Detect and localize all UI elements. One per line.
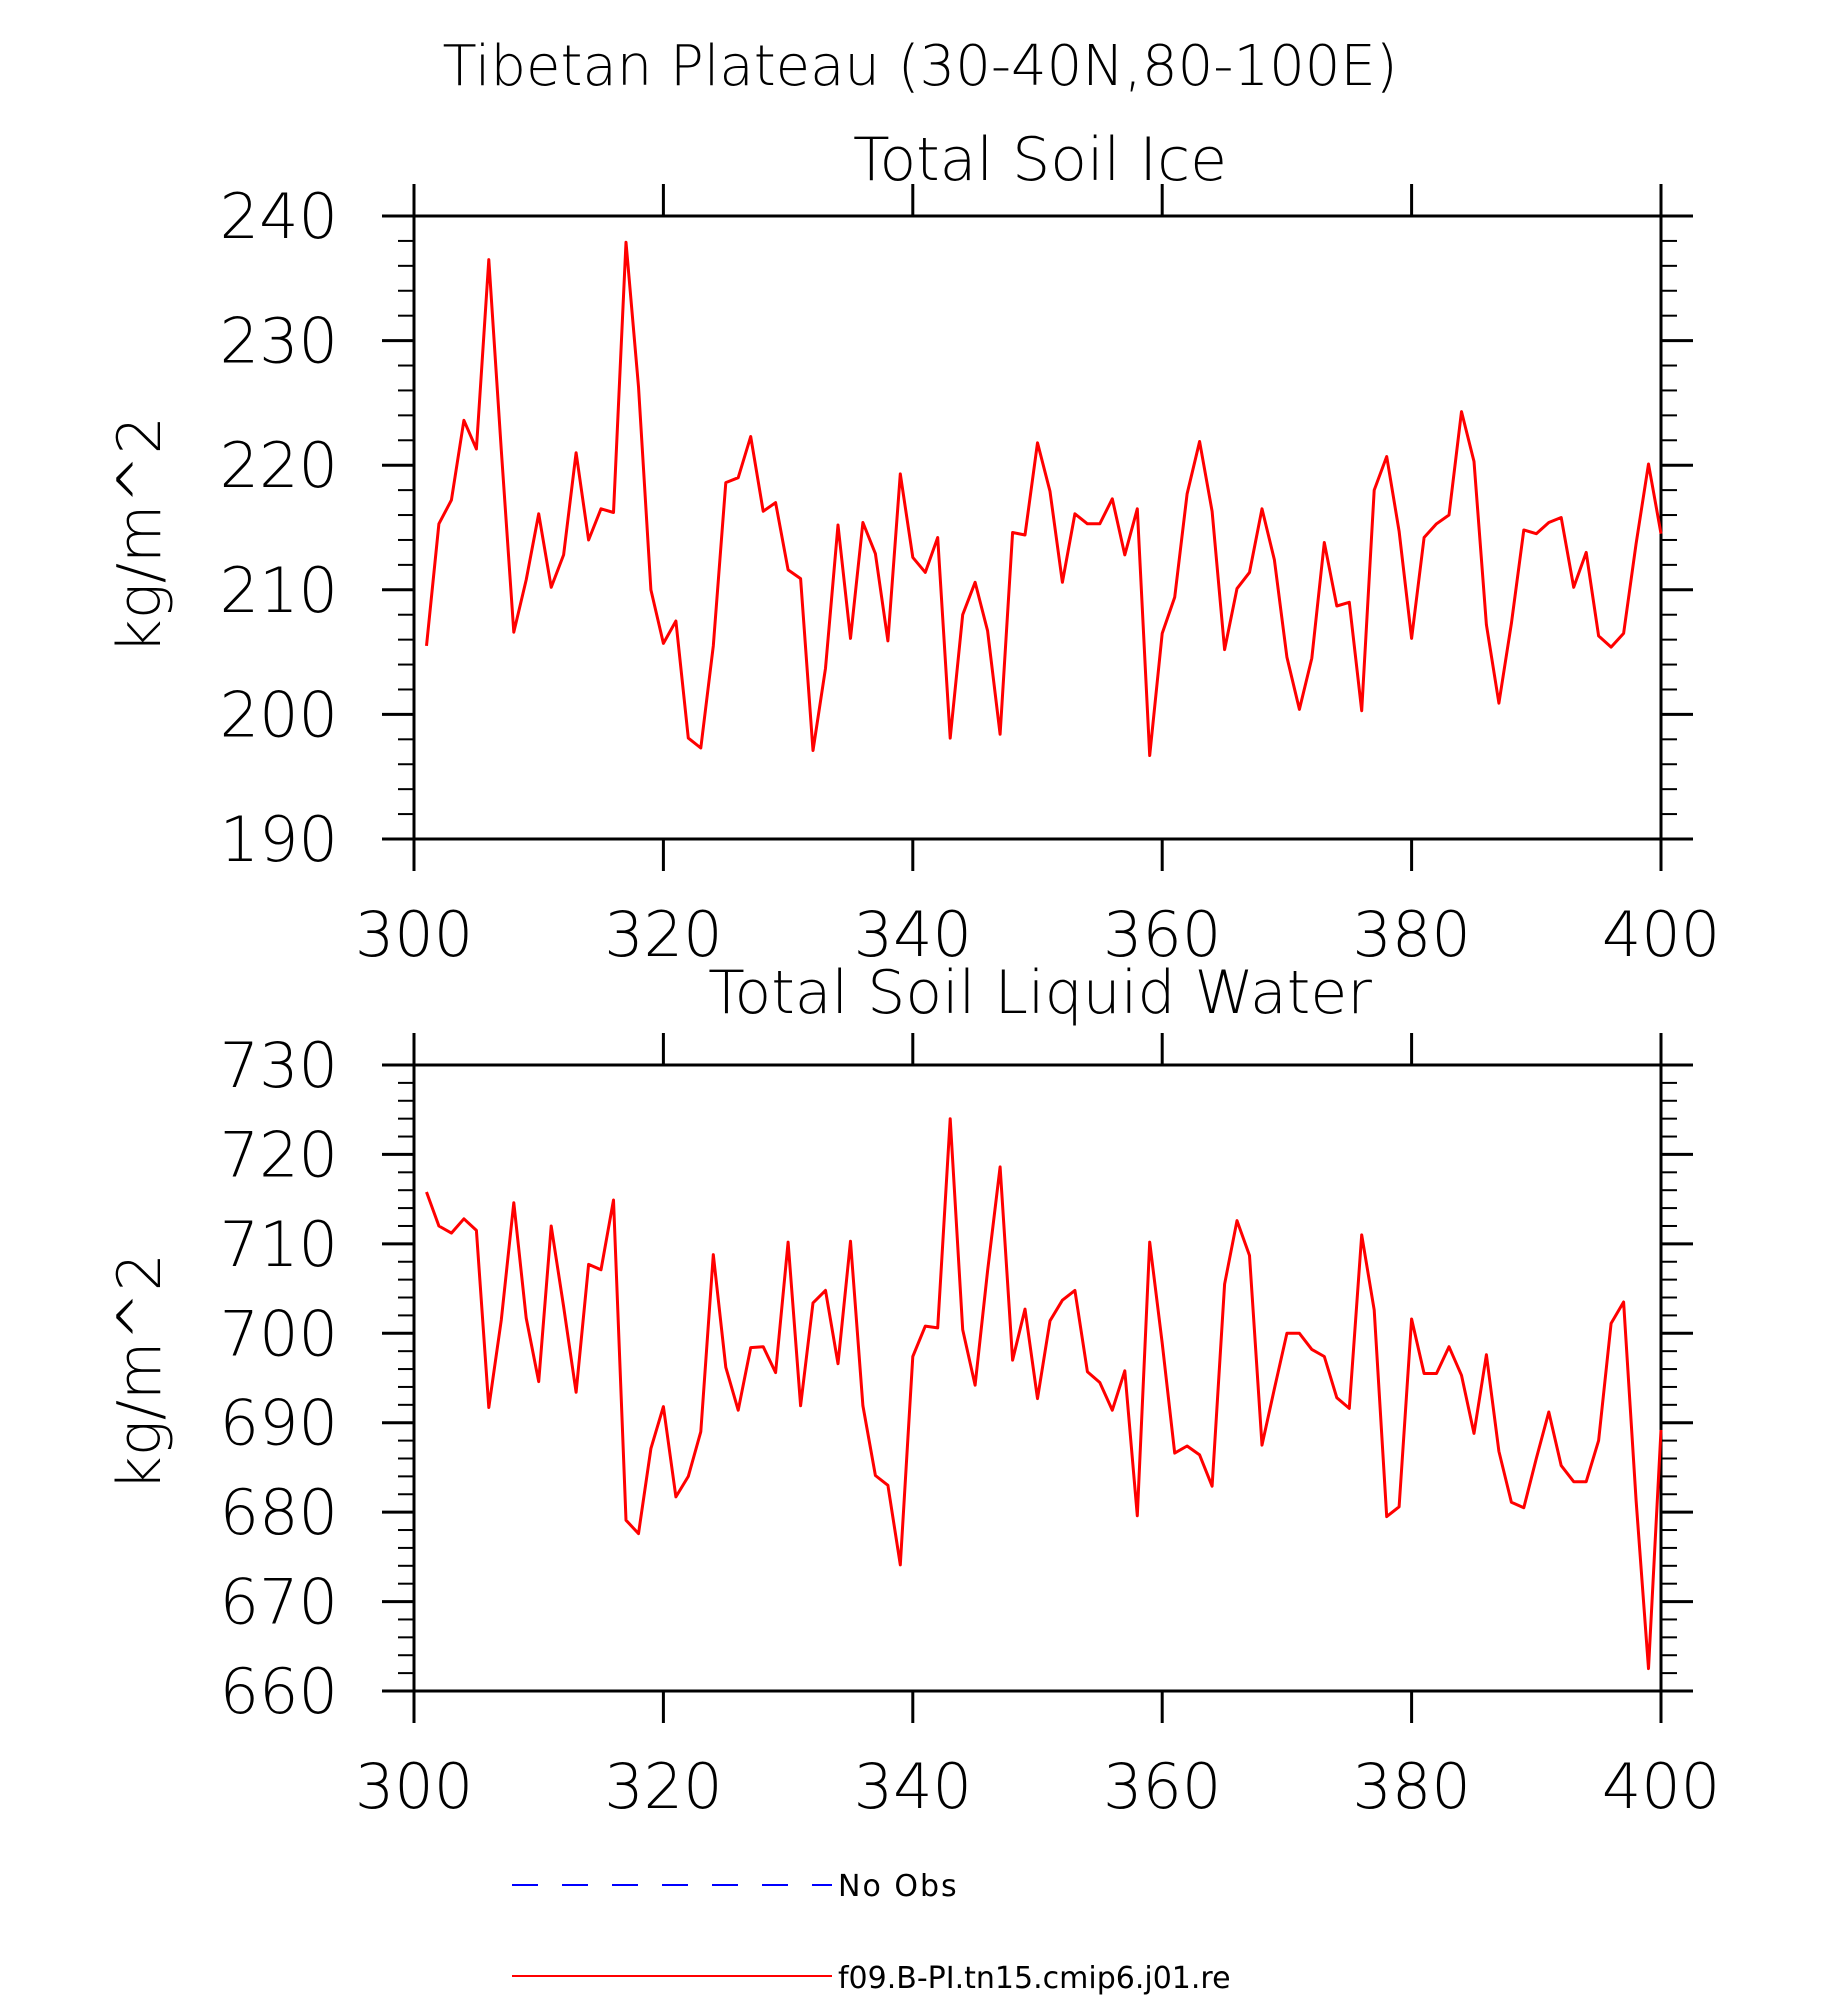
soil-liquid-water-series [425,1117,1663,1671]
soil-liquid-water-axes [412,1063,1663,1693]
y-axis-label-soil-ice: kg/m^2 [105,416,175,654]
soil-ice-panel: Total Soil Ice kg/m^2 300 320 340 360 380 400… [105,125,1720,971]
y-tick-label: 680 [220,1476,338,1549]
y-tick-label: 660 [220,1655,338,1728]
x-tick-label: 380 [1352,898,1470,971]
legend-label-no-obs: No Obs [838,1869,959,1904]
legend: No Obs f09.B-PI.tn15.cmip6.j01.re [512,1869,1231,1995]
soil-ice-series-line [425,240,1663,757]
soil-liquid-water-ticks [382,1033,1693,1723]
y-tick-label: 710 [220,1208,338,1281]
y-tick-label: 240 [220,180,338,253]
y-axis-label-soil-liquid-water: kg/m^2 [105,1253,175,1491]
y-tick-label: 670 [220,1566,338,1639]
panel-title-soil-ice: Total Soil Ice [853,125,1227,195]
x-tick-label: 340 [854,898,972,971]
x-tick-label: 360 [1103,1750,1221,1823]
figure-title: Tibetan Plateau (30-40N,80-100E) [442,34,1397,99]
x-tick-label: 360 [1103,898,1221,971]
y-tick-label: 220 [220,429,338,502]
x-tick-label: 400 [1602,898,1720,971]
soil-liquid-water-series-line [425,1117,1663,1671]
panel-title-soil-liquid-water: Total Soil Liquid Water [708,958,1372,1028]
y-tick-label: 210 [220,554,338,627]
y-tick-label: 730 [220,1029,338,1102]
soil-liquid-water-panel: Total Soil Liquid Water kg/m^2 300 320 340… [105,958,1720,1823]
x-tick-label: 320 [604,898,722,971]
y-tick-label: 230 [220,305,338,378]
x-tick-label: 340 [854,1750,972,1823]
soil-ice-tick-labels: 300 320 340 360 380 400 190 200 210 220 230 240 [220,180,1721,971]
x-tick-label: 300 [355,898,473,971]
legend-label-model-run: f09.B-PI.tn15.cmip6.j01.re [838,1961,1231,1995]
plot-frame-soil-liquid-water [412,1063,1663,1693]
x-tick-label: 380 [1352,1750,1470,1823]
soil-liquid-water-tick-labels: 300 320 340 360 380 400 660 670 680 690 700 710 720 7… [220,1029,1721,1823]
y-tick-label: 700 [220,1297,338,1370]
soil-ice-ticks [382,184,1693,871]
y-tick-label: 190 [220,803,338,876]
soil-ice-series [425,240,1663,757]
x-tick-label: 320 [604,1750,722,1823]
y-tick-label: 690 [220,1387,338,1460]
y-tick-label: 200 [220,678,338,751]
x-tick-label: 400 [1602,1750,1720,1823]
y-tick-label: 720 [220,1118,338,1191]
x-tick-label: 300 [355,1750,473,1823]
